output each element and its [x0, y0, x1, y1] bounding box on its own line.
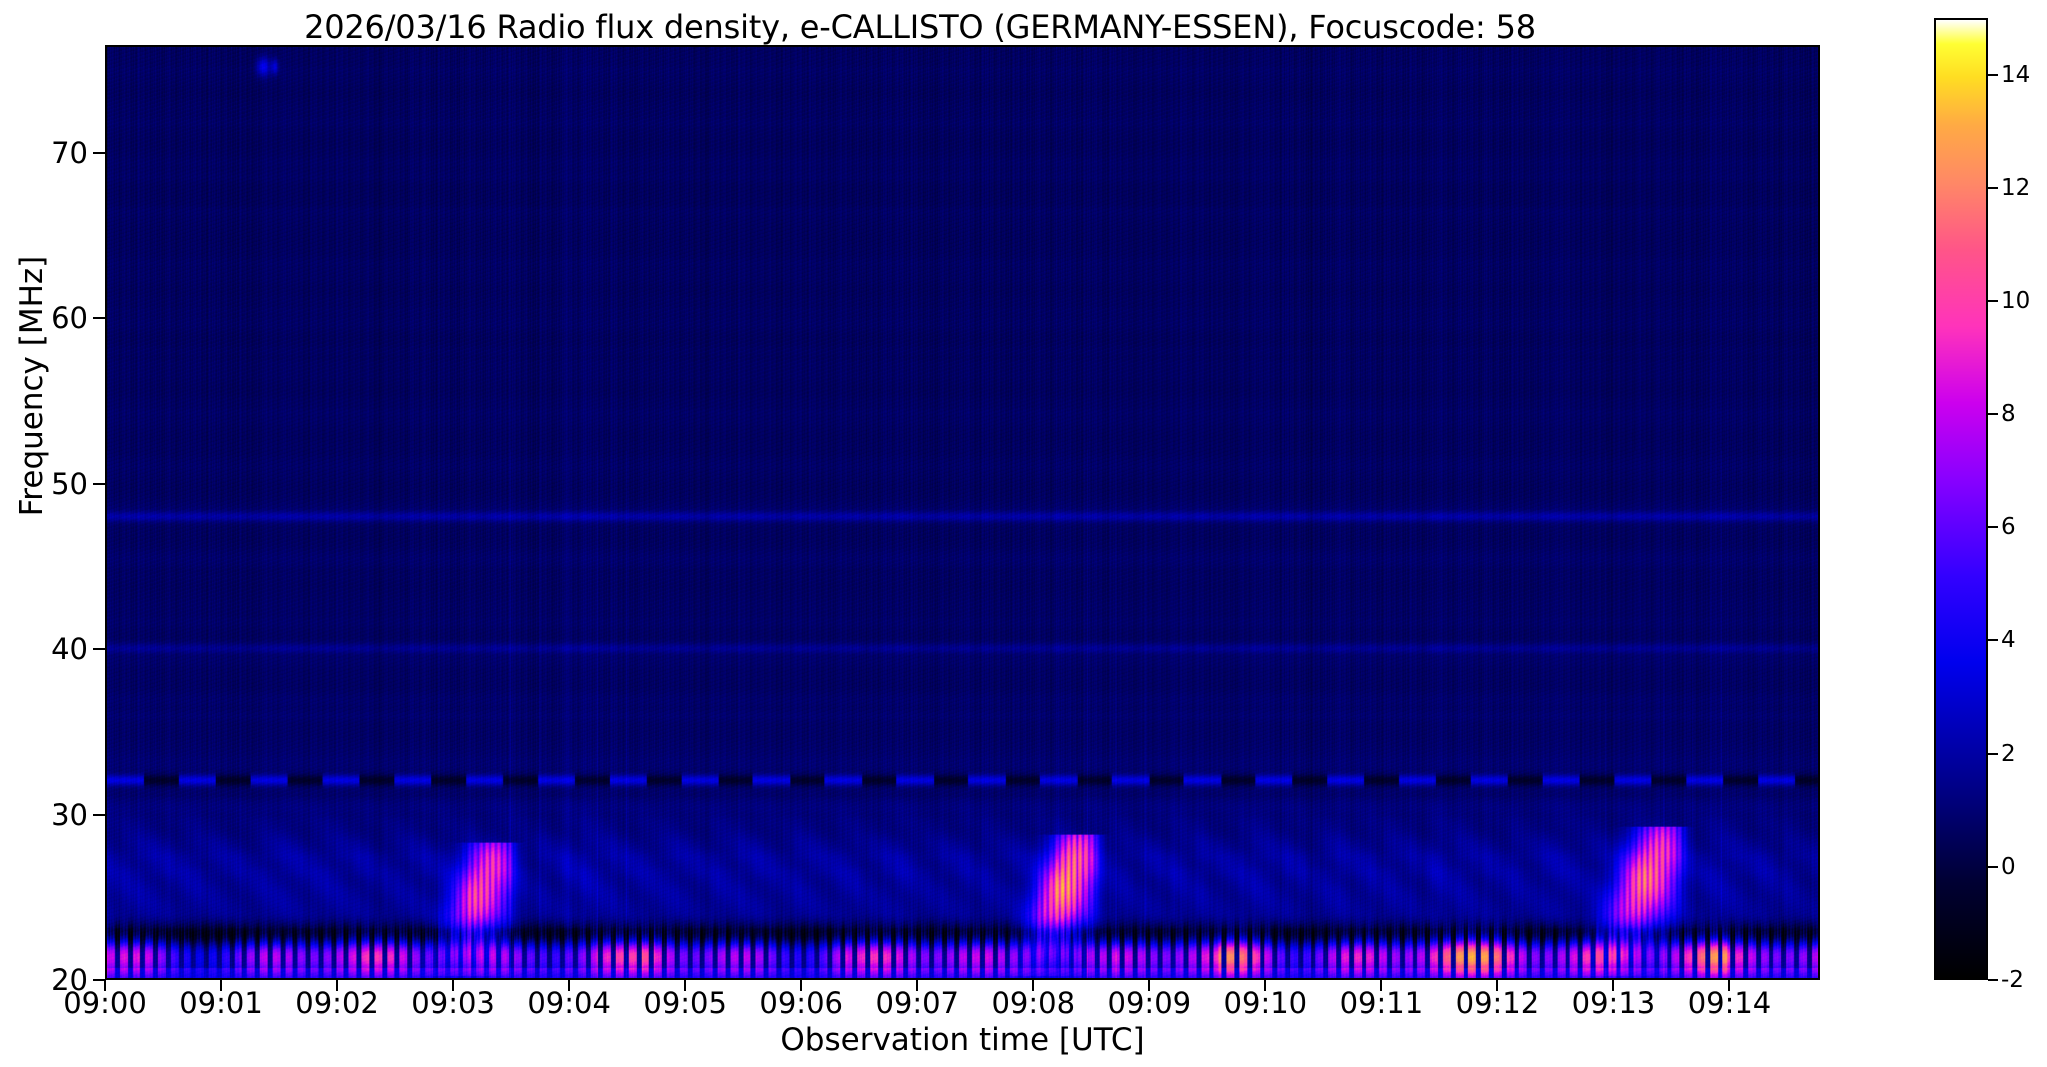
- y-tick-label: 70: [51, 135, 88, 170]
- colorbar-tick-label: -2: [2001, 967, 2024, 993]
- y-tick-label: 30: [51, 797, 88, 832]
- colorbar-tick-label: 2: [2001, 740, 2016, 767]
- x-tick-mark: [800, 980, 803, 991]
- spectrogram-image: [107, 47, 1818, 978]
- y-tick-mark: [93, 482, 105, 485]
- x-tick-label: 09:01: [179, 986, 263, 1020]
- colorbar-tick-mark: [1988, 73, 1998, 76]
- x-tick-label: 09:05: [643, 986, 727, 1020]
- page-title: 2026/03/16 Radio flux density, e-CALLIST…: [304, 8, 1536, 46]
- x-tick-label: 09:09: [1107, 986, 1192, 1020]
- x-tick-mark: [336, 980, 339, 991]
- x-tick-label: 09:12: [1455, 986, 1540, 1020]
- y-tick-mark: [93, 151, 105, 154]
- x-tick-mark: [916, 980, 919, 991]
- x-tick-mark: [1728, 980, 1731, 991]
- y-tick-mark: [93, 317, 105, 320]
- y-tick-label: 20: [51, 963, 88, 997]
- colorbar-tick-mark: [1988, 299, 1998, 302]
- colorbar-tick-mark: [1988, 186, 1998, 189]
- colorbar-tick-mark: [1988, 752, 1998, 755]
- colorbar-gradient: [1936, 20, 1986, 978]
- colorbar-tick-label: 6: [2001, 514, 2016, 541]
- colorbar-tick-label: 0: [2001, 853, 2016, 880]
- x-tick-label: 09:06: [759, 986, 843, 1020]
- x-tick-label: 09:10: [1223, 986, 1308, 1020]
- x-tick-mark: [220, 980, 223, 991]
- x-tick-label: 09:07: [875, 986, 960, 1020]
- y-tick-mark: [93, 979, 105, 981]
- x-tick-label: 09:14: [1687, 986, 1772, 1020]
- x-tick-label: 09:03: [411, 986, 495, 1020]
- spectrogram-plot-area: [105, 45, 1820, 980]
- x-tick-label: 09:04: [527, 986, 611, 1020]
- colorbar: [1934, 18, 1988, 980]
- x-tick-label: 09:13: [1571, 986, 1656, 1020]
- x-tick-mark: [568, 980, 571, 991]
- x-tick-label: 09:11: [1339, 986, 1424, 1020]
- colorbar-tick-mark: [1988, 865, 1998, 868]
- x-tick-label: 09:08: [991, 986, 1076, 1020]
- x-tick-mark: [1612, 980, 1615, 991]
- x-axis-label: Observation time [UTC]: [780, 1022, 1145, 1058]
- x-tick-mark: [104, 980, 106, 991]
- y-tick-mark: [93, 813, 105, 816]
- colorbar-tick-mark: [1988, 413, 1998, 416]
- x-tick-mark: [1148, 980, 1151, 991]
- x-tick-mark: [1496, 980, 1499, 991]
- x-tick-mark: [1032, 980, 1035, 991]
- y-tick-label: 50: [51, 466, 88, 501]
- x-tick-mark: [1380, 980, 1383, 991]
- colorbar-tick-label: 10: [2001, 287, 2031, 314]
- x-tick-mark: [684, 980, 687, 991]
- x-tick-label: 09:00: [63, 986, 147, 1020]
- y-axis-label: Frequency [MHz]: [14, 255, 50, 517]
- y-tick-label: 40: [51, 632, 88, 667]
- y-tick-mark: [93, 648, 105, 651]
- colorbar-tick-mark: [1988, 639, 1998, 642]
- x-tick-mark: [452, 980, 455, 991]
- x-tick-label: 09:02: [295, 986, 379, 1020]
- colorbar-tick-label: 12: [2001, 174, 2031, 201]
- colorbar-tick-label: 8: [2001, 401, 2016, 428]
- x-tick-mark: [1264, 980, 1267, 991]
- colorbar-tick-mark: [1988, 979, 1998, 981]
- colorbar-tick-label: 4: [2001, 627, 2016, 654]
- colorbar-tick-label: 14: [2001, 61, 2031, 88]
- y-tick-label: 60: [51, 301, 88, 336]
- colorbar-tick-mark: [1988, 526, 1998, 529]
